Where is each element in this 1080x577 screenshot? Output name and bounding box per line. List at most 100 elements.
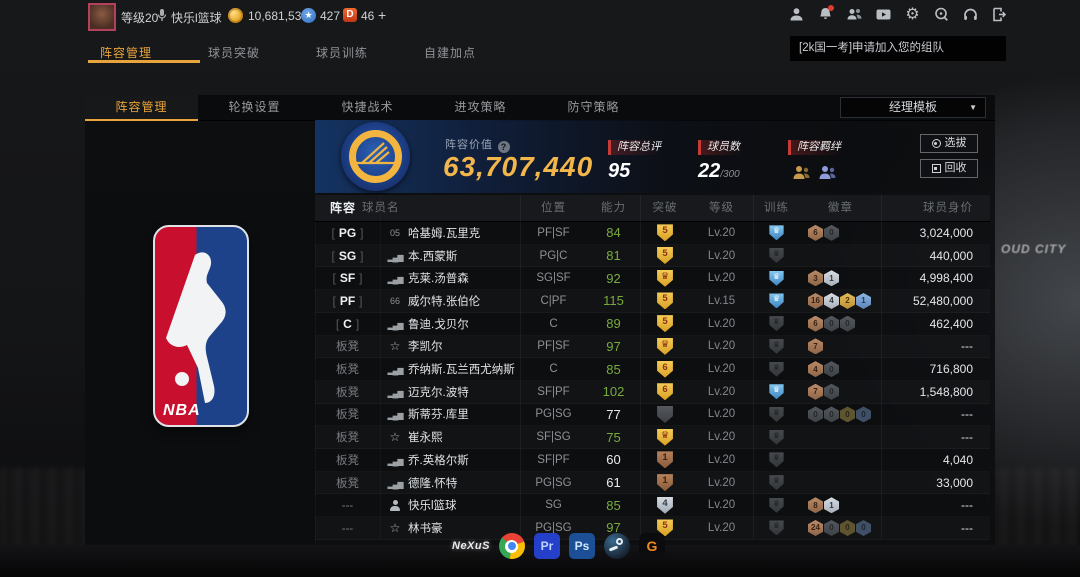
- manager-template-dropdown[interactable]: 经理模板 ▼: [840, 97, 986, 118]
- diamond-currency-icon: D: [343, 8, 357, 22]
- headset-icon[interactable]: [962, 6, 979, 23]
- player-ability: 60: [606, 452, 621, 468]
- video-icon[interactable]: [875, 6, 892, 23]
- gear-icon[interactable]: ⚙: [905, 6, 920, 23]
- table-row[interactable]: 板凳 李凯尔 PF|SF 97 ♛ Lv.20 7 ---: [315, 336, 990, 359]
- panel-tab[interactable]: 快捷战术: [341, 100, 394, 114]
- player-type-icon: [390, 428, 401, 446]
- active-tab-underline: [88, 60, 200, 63]
- col-ability: 能力: [601, 202, 626, 214]
- player-position: SF|PF: [537, 385, 570, 398]
- breakthrough-badge: [657, 405, 673, 423]
- main-nav-tab[interactable]: 球员训练: [316, 46, 369, 60]
- training-badge: [769, 293, 784, 309]
- badge-hex: 0: [856, 406, 871, 423]
- team-request-notification[interactable]: [2k国一考]申请加入您的组队: [790, 36, 1006, 61]
- main-nav-tab[interactable]: 阵容管理: [100, 46, 153, 60]
- lineup-slot: SG: [331, 249, 363, 263]
- taskbar-icon[interactable]: [603, 533, 630, 559]
- table-row[interactable]: --- 快乐l篮球 SG 85 4 Lv.20 81 ---: [315, 494, 990, 517]
- player-name: 李凯尔: [408, 341, 443, 354]
- table-row[interactable]: SF 克莱.汤普森 SG|SF 92 ♛ Lv.20 31 4,998,400: [315, 267, 990, 290]
- dropdown-label: 经理模板: [888, 100, 937, 114]
- badge-hex: 0: [824, 224, 839, 241]
- lineup-slot: 板凳: [336, 454, 359, 467]
- lineup-action-button[interactable]: 回收: [920, 159, 978, 178]
- lineup-value: 63,707,440: [443, 151, 594, 182]
- player-position: PG|SG: [535, 408, 572, 421]
- table-row[interactable]: PG 05 哈基姆.瓦里克 PF|SF 84 5 Lv.20 60 3,024,…: [315, 222, 990, 245]
- exit-icon[interactable]: [991, 6, 1008, 23]
- player-position: C|PF: [540, 294, 567, 307]
- nba-logo: NBA: [153, 225, 249, 427]
- col-lineup: 阵容: [330, 201, 357, 215]
- player-type-icon: [388, 451, 403, 469]
- panel-tab[interactable]: 轮换设置: [228, 100, 281, 114]
- player-price: ---: [961, 339, 973, 354]
- help-icon[interactable]: ?: [498, 141, 510, 153]
- table-row[interactable]: SG 本.西蒙斯 PG|C 81 5 Lv.20 440,000: [315, 245, 990, 268]
- badge-hex: 0: [824, 383, 839, 400]
- table-row[interactable]: C 鲁迪.戈贝尔 C 89 5 Lv.20 600 462,400: [315, 313, 990, 336]
- team-icon[interactable]: [846, 6, 863, 23]
- badge-hex: 1: [824, 497, 839, 514]
- taskbar-icon[interactable]: Ps: [568, 533, 595, 559]
- player-price: 52,480,000: [912, 293, 973, 308]
- taskbar-icon[interactable]: NeXuS: [452, 540, 490, 552]
- user-icon[interactable]: [788, 6, 805, 23]
- table-row[interactable]: 板凳 德隆.怀特 PG|SG 61 1 Lv.20 33,000: [315, 472, 990, 495]
- lineup-action-button[interactable]: 选拔: [920, 134, 978, 153]
- player-level: Lv.15: [707, 294, 736, 307]
- add-currency-button[interactable]: +: [378, 7, 387, 23]
- support-icon[interactable]: [933, 6, 950, 23]
- panel-tab[interactable]: 阵容管理: [85, 95, 198, 121]
- player-type-icon: [388, 315, 403, 333]
- taskbar-icon[interactable]: G: [638, 533, 665, 559]
- player-price: 462,400: [929, 316, 973, 331]
- avatar[interactable]: [88, 3, 116, 31]
- table-row[interactable]: 板凳 崔永熙 SF|SG 75 ♛ Lv.20 ---: [315, 426, 990, 449]
- badge-hex: 7: [808, 338, 823, 355]
- notification-dot: [828, 5, 834, 11]
- player-position: PG|C: [539, 249, 568, 262]
- badge-hex: 16: [808, 292, 823, 309]
- badge-hex: 8: [808, 497, 823, 514]
- bond-icon-gold: [793, 166, 810, 179]
- col-badges: 徽章: [828, 202, 853, 214]
- player-price: ---: [961, 430, 973, 445]
- badge-hex: 24: [808, 519, 823, 536]
- player-level: Lv.20: [707, 363, 736, 376]
- player-price: 3,024,000: [919, 225, 973, 240]
- badge-hex: 0: [856, 519, 871, 536]
- main-nav-tab[interactable]: 自建加点: [424, 46, 477, 60]
- panel-tab[interactable]: 进攻策略: [454, 100, 507, 114]
- badge-hex: 1: [856, 292, 871, 309]
- player-level: Lv.20: [707, 431, 736, 444]
- player-position: C: [549, 317, 558, 330]
- table-row[interactable]: 板凳 乔纳斯.瓦兰西尤纳斯 C 85 6 Lv.20 40 716,800: [315, 358, 990, 381]
- taskbar-icon[interactable]: Pr: [533, 533, 560, 559]
- mic-icon[interactable]: [157, 8, 167, 22]
- star-amount: 427: [320, 9, 341, 23]
- taskbar-icon[interactable]: [498, 533, 525, 559]
- bond-icons[interactable]: [792, 164, 838, 182]
- bell-icon[interactable]: [817, 5, 834, 23]
- lineup-slot: 板凳: [336, 432, 359, 445]
- player-price: 716,800: [929, 362, 973, 377]
- panel-tab[interactable]: 防守策略: [567, 100, 620, 114]
- table-row[interactable]: 板凳 迈克尔.波特 SF|PF 102 6 Lv.20 70 1,548,800: [315, 381, 990, 404]
- coin-icon: [228, 8, 243, 23]
- player-price: 1,548,800: [919, 384, 973, 399]
- training-badge: [769, 338, 784, 354]
- training-badge: [769, 520, 784, 536]
- main-nav-tab[interactable]: 球员突破: [208, 46, 261, 60]
- col-training: 训练: [764, 202, 789, 214]
- player-ability: 85: [606, 497, 621, 513]
- table-row[interactable]: 板凳 乔.英格尔斯 SF|PF 60 1 Lv.20 4,040: [315, 449, 990, 472]
